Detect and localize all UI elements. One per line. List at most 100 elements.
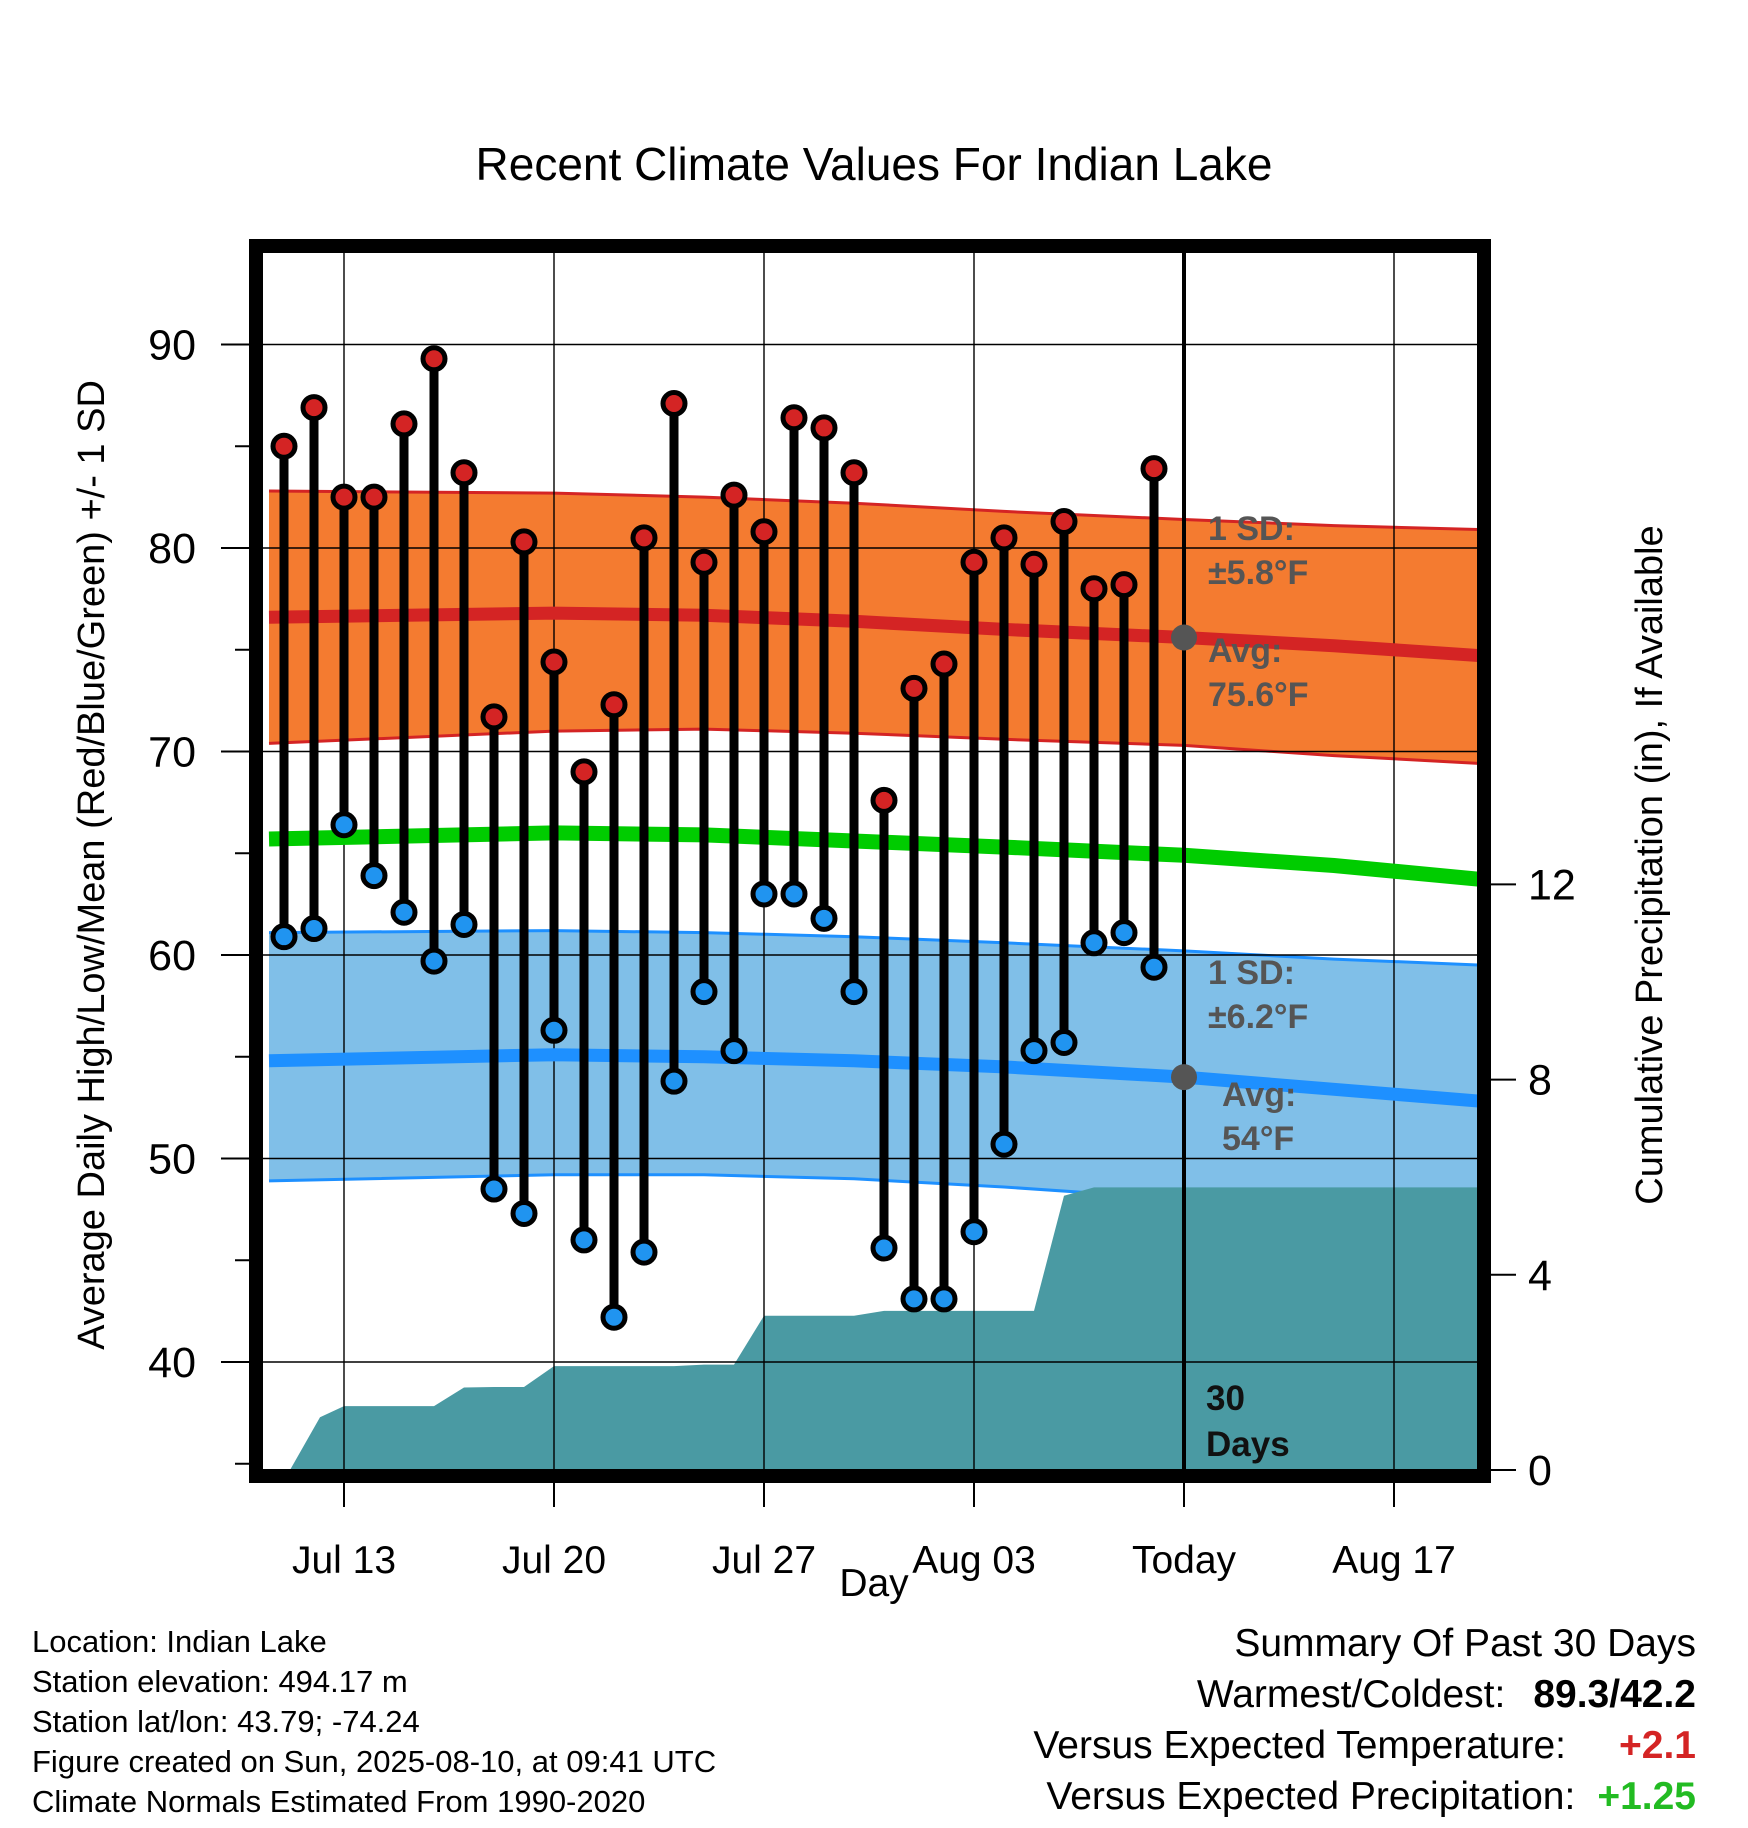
low-point [480,1175,508,1203]
summary-warm-cold-label: Warmest/Coldest: [1196,1673,1506,1716]
high-point [1080,575,1108,603]
low-point [930,1285,958,1313]
low-point [870,1234,898,1262]
high-point [750,518,778,546]
low-point [420,947,448,975]
high-point [570,758,598,786]
low-point [780,880,808,908]
low-sd-value: ±6.2°F [1208,998,1308,1036]
high-point [780,404,808,432]
summary-temp: Versus Expected Temperature: +2.1 [1033,1720,1696,1771]
high-point [540,648,568,676]
high-point [900,674,928,702]
low-point [1020,1037,1048,1065]
plot-clip-group: 1 SD: ±5.8°F Avg: 75.6°F 1 SD: ±6.2°F Avg: 54°F… [262,252,1478,1470]
summary-temp-label: Versus Expected Temperature: [1033,1724,1566,1767]
x-tick-label: Jul 13 [292,1539,396,1582]
low-point [990,1130,1018,1158]
y-axis-right-label: Cumulative Precipitation (in), If Availa… [1629,525,1671,1204]
low-point [300,915,328,943]
plot-frame [249,239,1491,1483]
low-point [630,1238,658,1266]
low-avg-label: Avg: [1222,1076,1296,1114]
left-tick-label: 70 [148,729,196,777]
high-point [330,483,358,511]
high-point [810,414,838,442]
high-point [720,481,748,509]
low-point [450,910,478,938]
high-point [300,394,328,422]
x-tick-label: Today [1132,1539,1237,1582]
x-tick-label: Aug 03 [912,1539,1036,1582]
right-tick-label: 4 [1528,1252,1552,1300]
high-point [690,548,718,576]
precip-area [290,1187,1478,1470]
high-point [420,345,448,373]
low-point [270,923,298,951]
summary-precip-label: Versus Expected Precipitation: [1046,1775,1576,1818]
low-point [1050,1029,1078,1057]
high-point [510,528,538,556]
high-point [870,786,898,814]
low-point [690,978,718,1006]
info-latlon: Station lat/lon: 43.79; -74.24 [32,1704,420,1739]
info-created: Figure created on Sun, 2025-08-10, at 09… [32,1744,717,1779]
high-point [1110,571,1138,599]
low-sd-upper-line [268,929,1478,967]
high-point [600,691,628,719]
station-info: Location: Indian Lake Station elevation:… [32,1622,716,1822]
summary-warm-cold-value: 89.3/42.2 [1533,1673,1696,1716]
right-tick-label: 12 [1528,861,1576,909]
summary-warm-cold: Warmest/Coldest: 89.3/42.2 [1033,1669,1696,1720]
low-point [600,1303,628,1331]
left-tick-label: 40 [148,1339,196,1387]
info-location: Location: Indian Lake [32,1624,327,1659]
low-point [900,1285,928,1313]
high-sd-value: ±5.8°F [1208,554,1308,592]
high-point [360,483,388,511]
low-point [960,1218,988,1246]
x-tick-label: Jul 27 [712,1539,816,1582]
left-tick-label: 50 [148,1136,196,1184]
high-avg-value: 75.6°F [1208,676,1309,714]
summary-temp-value: +2.1 [1619,1724,1696,1767]
y-axis-left-label: Average Daily High/Low/Mean (Red/Blue/Gr… [71,380,113,1350]
high-point [930,650,958,678]
info-elevation: Station elevation: 494.17 m [32,1664,408,1699]
high-point [960,548,988,576]
high-point [1020,550,1048,578]
high-sd-lower-line [268,727,1478,765]
high-point [450,459,478,487]
chart-title: Recent Climate Values For Indian Lake [476,138,1273,190]
low-point [330,811,358,839]
low-point [840,978,868,1006]
high-point [1050,508,1078,536]
summary-title: Summary Of Past 30 Days [1234,1622,1696,1665]
x-axis-label: Day [839,1562,909,1605]
info-normals: Climate Normals Estimated From 1990-2020 [32,1784,646,1819]
low-point [570,1226,598,1254]
low-point [510,1199,538,1227]
x-tick-label: Aug 17 [1332,1539,1456,1582]
low-point [360,862,388,890]
climate-chart: Recent Climate Values For Indian Lake 1 … [71,138,1671,1605]
high-point [270,432,298,460]
right-tick-label: 0 [1528,1447,1552,1495]
summary-panel: Summary Of Past 30 Days Warmest/Coldest:… [1033,1618,1696,1822]
days-count-number: 30 [1206,1379,1245,1418]
days-count-word: Days [1206,1425,1290,1464]
low-sd-label: 1 SD: [1208,954,1295,992]
high-avg-line [268,606,1478,663]
low-point [1140,953,1168,981]
left-tick-label: 80 [148,525,196,573]
high-point [660,390,688,418]
low-point [1080,929,1108,957]
low-point [720,1037,748,1065]
high-sd-label: 1 SD: [1208,510,1295,548]
left-tick-label: 90 [148,322,196,370]
left-tick-label: 60 [148,932,196,980]
high-point [990,524,1018,552]
high-point [480,703,508,731]
high-sd-upper-line [268,489,1478,532]
summary-precip: Versus Expected Precipitation: +1.25 [1033,1771,1696,1822]
